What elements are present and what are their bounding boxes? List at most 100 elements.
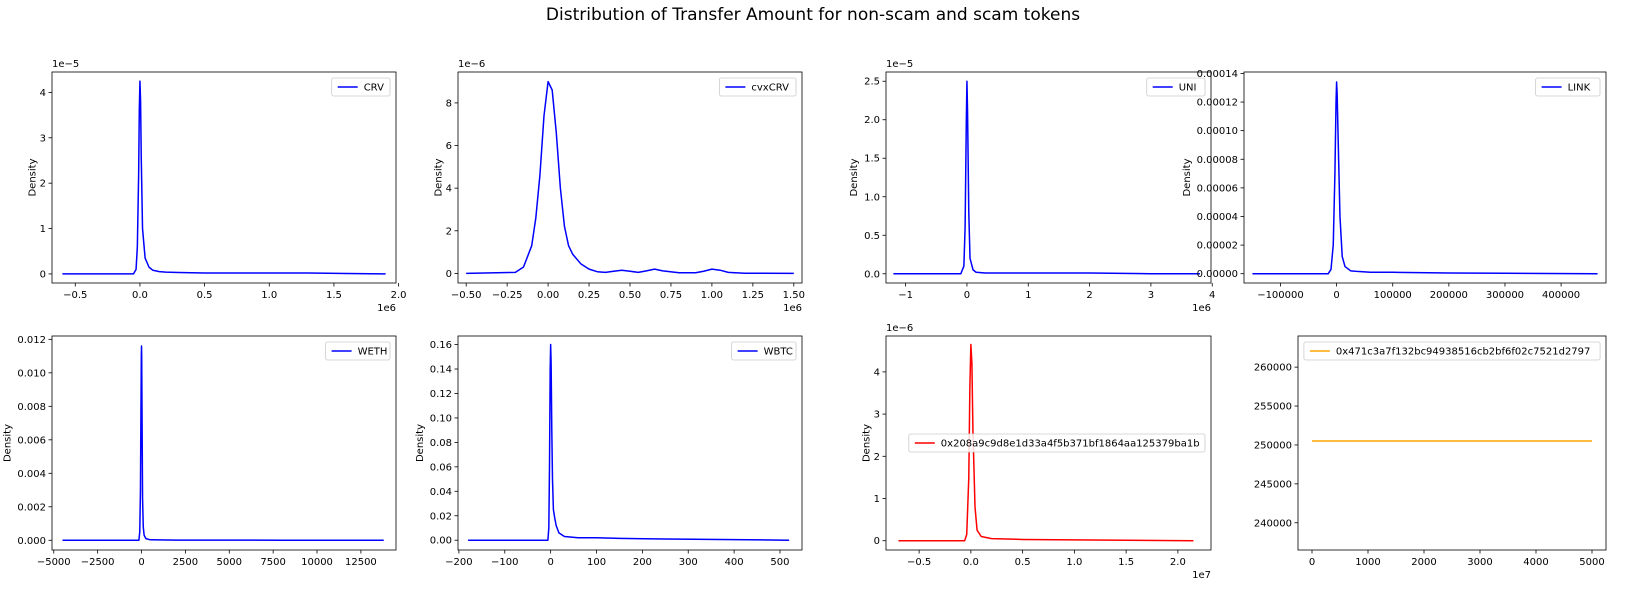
y-offset-label: 1e−5 [52, 59, 79, 70]
x-tick-label: −0.50 [451, 290, 482, 301]
x-tick-label: −5000 [37, 557, 71, 568]
y-tick-label: 0.00012 [1197, 98, 1238, 109]
x-tick-label: 1.5 [326, 290, 342, 301]
y-tick-label: 2.0 [864, 115, 880, 126]
axes-frame [885, 71, 1212, 284]
y-tick-label: 0.004 [17, 469, 46, 480]
y-tick-label: 3 [40, 133, 46, 144]
y-tick-label: 0 [446, 269, 452, 280]
legend-box [325, 341, 391, 361]
y-tick-label: 0.00004 [1197, 212, 1238, 223]
legend-label: 0x471c3a7f132bc94938516cb2bf6f02c7521d27… [1336, 347, 1591, 358]
series-line [466, 80, 794, 275]
x-tick-label: 1.00 [701, 290, 723, 301]
x-tick-label: 0.0 [963, 557, 979, 568]
x-tick-label: 4000 [1523, 557, 1548, 568]
x-tick-label: −100 [491, 557, 518, 568]
series-line [1252, 81, 1598, 275]
x-tick-label: 12500 [345, 557, 377, 568]
x-tick-label: 100 [587, 557, 606, 568]
y-tick-label: 250000 [1254, 440, 1292, 451]
legend: UNI [1146, 77, 1206, 97]
x-tick-label: 0 [547, 557, 553, 568]
y-tick-label: 0.008 [17, 402, 46, 413]
y-tick-label: 0.16 [430, 340, 452, 351]
figure-title: Distribution of Transfer Amount for non-… [546, 5, 1080, 25]
x-tick-label: 10000 [301, 557, 333, 568]
subplot-4: −100000 0 100000 200000 300000 400000 0.00000 0… [1182, 69, 1607, 301]
x-tick-label: 1000 [1355, 557, 1380, 568]
x-tick-label: −100000 [1257, 290, 1304, 301]
series-line [62, 80, 386, 275]
legend-label: WETH [358, 347, 388, 358]
x-tick-label: −2500 [81, 557, 115, 568]
x-tick-label: 1.50 [783, 290, 805, 301]
y-tick-label: 240000 [1254, 518, 1292, 529]
y-axis-label: Density [849, 158, 860, 196]
x-tick-label: 1.5 [1118, 557, 1134, 568]
x-tick-label: 0 [1333, 290, 1339, 301]
legend-box [331, 77, 391, 97]
y-tick-label: 4 [446, 184, 452, 195]
x-tick-label: 400 [725, 557, 744, 568]
x-offset-label: 1e6 [783, 303, 802, 314]
subplot-5: −5000 −2500 0 2500 5000 7500 10000 12500 0.000 0.… [3, 335, 397, 568]
y-tick-label: 0.006 [17, 435, 46, 446]
x-tick-label: 1.25 [742, 290, 764, 301]
y-axis-label: Density [415, 424, 426, 462]
y-tick-label: 0 [40, 269, 46, 280]
legend: WETH [325, 341, 391, 361]
y-tick-label: 0.00006 [1197, 183, 1238, 194]
series-line [893, 80, 1200, 275]
x-tick-label: 200000 [1430, 290, 1468, 301]
x-tick-label: 7500 [260, 557, 285, 568]
x-tick-label: −1 [898, 290, 913, 301]
legend-label: CRV [364, 83, 384, 94]
x-tick-label: 1.0 [1066, 557, 1082, 568]
legend-label: cvxCRV [751, 83, 789, 94]
y-tick-label: 1 [874, 494, 880, 505]
legend: CRV [331, 77, 391, 97]
x-tick-label: 0 [138, 557, 144, 568]
axes-frame [457, 335, 803, 551]
subplot-8: 0 1000 2000 3000 4000 5000 240000 245000 250000 2… [1254, 335, 1607, 568]
y-tick-label: 3 [874, 410, 880, 421]
axes-frame [1243, 71, 1607, 284]
axes-frame [51, 71, 397, 284]
x-tick-label: 4 [1209, 290, 1215, 301]
y-offset-label: 1e−6 [886, 323, 913, 334]
y-tick-label: 2 [874, 452, 880, 463]
y-tick-label: 1.5 [864, 154, 880, 165]
x-tick-label: 200 [633, 557, 652, 568]
x-tick-label: 0.00 [537, 290, 559, 301]
x-tick-label: 1 [1025, 290, 1031, 301]
x-tick-label: 2000 [1411, 557, 1436, 568]
y-offset-label: 1e−5 [886, 59, 913, 70]
y-tick-label: 0.00008 [1197, 155, 1238, 166]
y-tick-label: 1.0 [864, 192, 880, 203]
y-tick-label: 2 [40, 179, 46, 190]
x-tick-label: 0 [964, 290, 970, 301]
x-tick-label: 2.0 [391, 290, 407, 301]
x-tick-label: 3 [1148, 290, 1154, 301]
legend-box [908, 433, 1206, 453]
x-tick-label: 5000 [217, 557, 242, 568]
y-tick-label: 260000 [1254, 363, 1292, 374]
x-tick-label: 1.0 [261, 290, 277, 301]
x-tick-label: 5000 [1579, 557, 1604, 568]
y-tick-label: 0.012 [17, 335, 46, 346]
x-tick-label: −0.5 [63, 290, 87, 301]
legend-label: UNI [1179, 83, 1197, 94]
axes-frame [51, 335, 397, 551]
x-tick-label: 0.25 [578, 290, 600, 301]
y-tick-label: 0.00000 [1197, 269, 1238, 280]
axes-frame [457, 71, 803, 284]
legend-label: WBTC [764, 347, 793, 358]
y-tick-label: 245000 [1254, 479, 1292, 490]
y-tick-label: 0.00014 [1197, 69, 1238, 80]
legend: LINK [1535, 77, 1601, 97]
y-tick-label: 0.0 [864, 269, 880, 280]
y-axis-label: Density [3, 424, 14, 462]
legend-label: 0x208a9c9d8e1d33a4f5b371bf1864aa125379ba… [941, 439, 1200, 450]
legend-box [719, 77, 797, 97]
